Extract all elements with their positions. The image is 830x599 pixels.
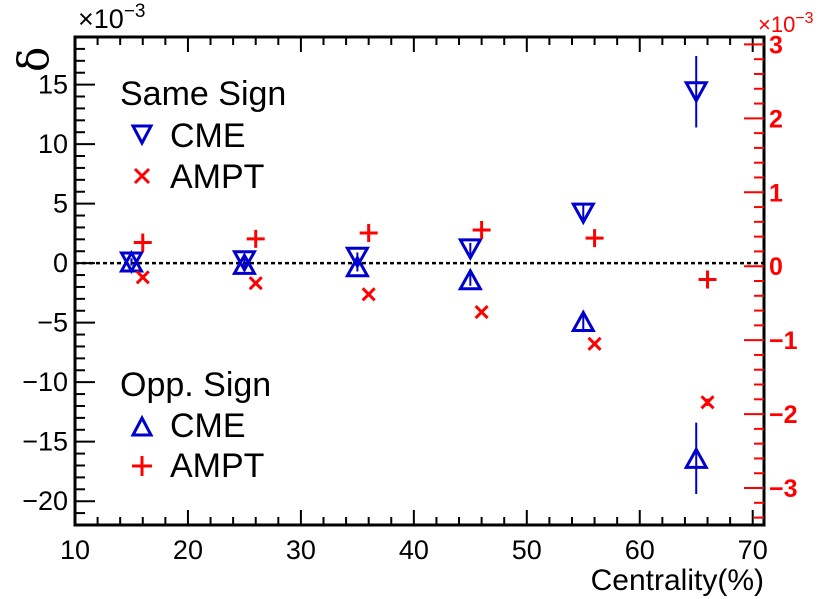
legend-opp-cme-marker <box>130 414 154 437</box>
series-opp-sign-cme <box>118 249 709 495</box>
x-axis-title: Centrality(%) <box>591 564 764 597</box>
y-left-tick-label: −15 <box>22 427 68 457</box>
y-left-tick-label: −10 <box>22 367 68 397</box>
x-tick-label: 30 <box>286 535 316 565</box>
data-point <box>359 223 378 242</box>
legend-opp-sign-title: Opp. Sign <box>120 366 271 404</box>
data-point <box>246 229 265 248</box>
data-point-stroke <box>474 304 489 320</box>
x-tick-label: 40 <box>399 535 429 565</box>
x-tick-label: 50 <box>512 535 542 565</box>
y-left-tick-label: 15 <box>38 70 68 100</box>
data-point <box>457 238 483 261</box>
data-point <box>133 233 152 252</box>
data-point-stroke <box>700 395 715 410</box>
data-point <box>474 304 489 320</box>
y-right-tick-label: 3 <box>769 31 783 59</box>
data-point <box>683 81 709 104</box>
data-point <box>585 229 604 248</box>
data-point <box>361 287 376 302</box>
data-point <box>570 309 596 332</box>
y-right-tick-label: 0 <box>769 253 783 281</box>
data-point <box>457 267 483 291</box>
series-same-sign-ampt <box>135 270 715 410</box>
data-marks <box>118 56 717 495</box>
legend-same-sign-title: Same Sign <box>120 75 286 113</box>
data-point-stroke <box>248 276 263 291</box>
data-point-stroke <box>587 336 602 351</box>
x-tick-label: 10 <box>60 535 90 565</box>
y-left-tick-label: 10 <box>38 129 68 159</box>
data-point <box>248 276 263 291</box>
data-point <box>700 395 715 410</box>
data-point-stroke <box>135 270 150 285</box>
y-right-tick-label: −2 <box>769 401 798 429</box>
legend-opp-ampt-marker <box>132 456 152 476</box>
legend-same-cme-label: CME <box>170 117 246 155</box>
tick-labels: 10 20 30 40 50 60 70−20−15−10−5051015−3−2−1012… <box>22 31 797 565</box>
legend-same-cme-marker <box>130 124 154 147</box>
y-right-tick-label: 2 <box>769 105 783 133</box>
x-tick-label: 20 <box>173 535 203 565</box>
data-point <box>698 270 717 289</box>
y-right-tick-label: −1 <box>769 327 798 355</box>
data-point <box>231 252 257 275</box>
left-scale-label: ×10−3 <box>78 1 145 34</box>
x-tick-label: 70 <box>738 535 768 565</box>
data-point <box>135 270 150 285</box>
legend-same-ampt-label: AMPT <box>170 158 264 196</box>
y-axis-title: δ <box>9 47 58 72</box>
right-scale-label: ×10−3 <box>758 10 814 37</box>
y-right-tick-label: −3 <box>769 475 798 503</box>
data-point <box>118 249 145 273</box>
axes-ticks <box>74 36 764 526</box>
data-point <box>344 254 370 278</box>
data-point <box>344 246 370 270</box>
legend-same-ampt-marker <box>133 167 151 185</box>
data-point-stroke <box>361 287 376 302</box>
series-opp-sign-ampt <box>133 220 717 289</box>
legend-opp-ampt-label: AMPT <box>170 447 264 485</box>
data-point <box>472 220 491 239</box>
y-left-tick-label: −5 <box>37 308 68 338</box>
legend-opp-cme-label: CME <box>170 407 246 445</box>
x-tick-label: 60 <box>625 535 655 565</box>
data-point <box>231 250 257 273</box>
y-left-tick-label: −20 <box>22 486 68 516</box>
data-point <box>683 446 709 469</box>
y-left-tick-label: 0 <box>53 248 68 278</box>
y-left-tick-label: 5 <box>53 189 68 219</box>
data-point <box>570 202 596 226</box>
y-right-tick-label: 1 <box>769 179 783 207</box>
data-point <box>587 336 602 351</box>
